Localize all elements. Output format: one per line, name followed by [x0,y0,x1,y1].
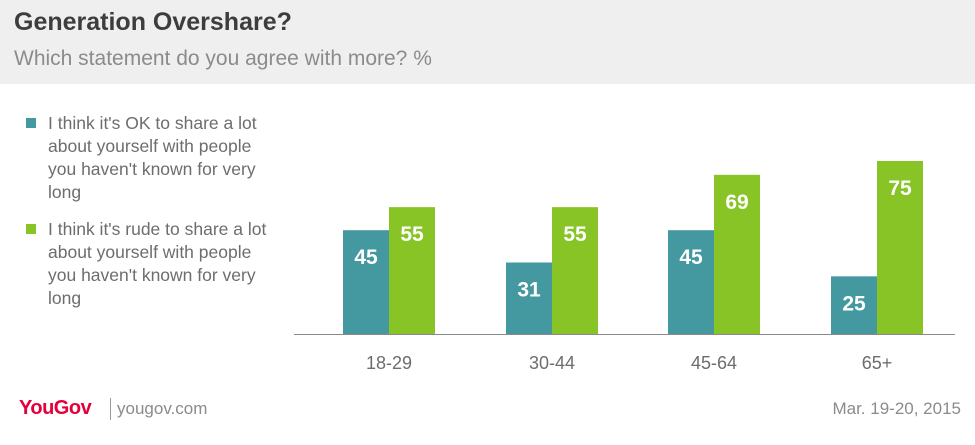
data-label-18-29-series-2: 55 [400,223,424,246]
legend-label-ok: I think it's OK to share a lot about you… [48,113,257,202]
legend-label-rude: I think it's rude to share a lot about y… [48,219,267,308]
x-tick-label-18-29: 18-29 [366,353,412,373]
footer-divider [110,398,111,420]
data-label-65+-series-2: 75 [888,177,912,200]
legend-swatch-rude [26,224,36,234]
header-band: Generation Overshare? Which statement do… [0,0,975,84]
data-label-30-44-series-1: 31 [517,278,541,301]
data-label-65+-series-1: 25 [842,292,866,315]
data-label-45-64-series-1: 45 [679,246,703,269]
chart-title: Generation Overshare? [14,8,292,36]
legend-item-ok: I think it's OK to share a lot about you… [26,112,276,204]
data-label-30-44-series-2: 55 [563,223,587,246]
yougov-logo: YouGov [19,397,92,419]
legend-swatch-ok [26,118,36,128]
x-tick-label-45-64: 45-64 [691,353,737,373]
bar-65+-series-1 [831,276,877,334]
legend-item-rude: I think it's rude to share a lot about y… [26,218,276,310]
bar-45-64-series-1 [668,230,714,334]
bar-18-29-series-2 [389,207,435,334]
footer-date: Mar. 19-20, 2015 [832,399,961,418]
bar-45-64-series-2 [714,174,760,334]
bar-65+-series-2 [877,161,923,334]
bar-30-44-series-2 [552,207,598,334]
data-label-18-29-series-1: 45 [354,246,378,269]
bar-18-29-series-1 [343,230,389,334]
chart-subtitle: Which statement do you agree with more? … [14,47,432,70]
legend: I think it's OK to share a lot about you… [26,112,276,324]
footer-url: yougov.com [117,399,208,418]
x-tick-label-65+: 65+ [862,353,893,373]
data-label-45-64-series-2: 69 [725,191,748,214]
x-tick-label-30-44: 30-44 [529,353,575,373]
bar-30-44-series-1 [506,262,552,334]
